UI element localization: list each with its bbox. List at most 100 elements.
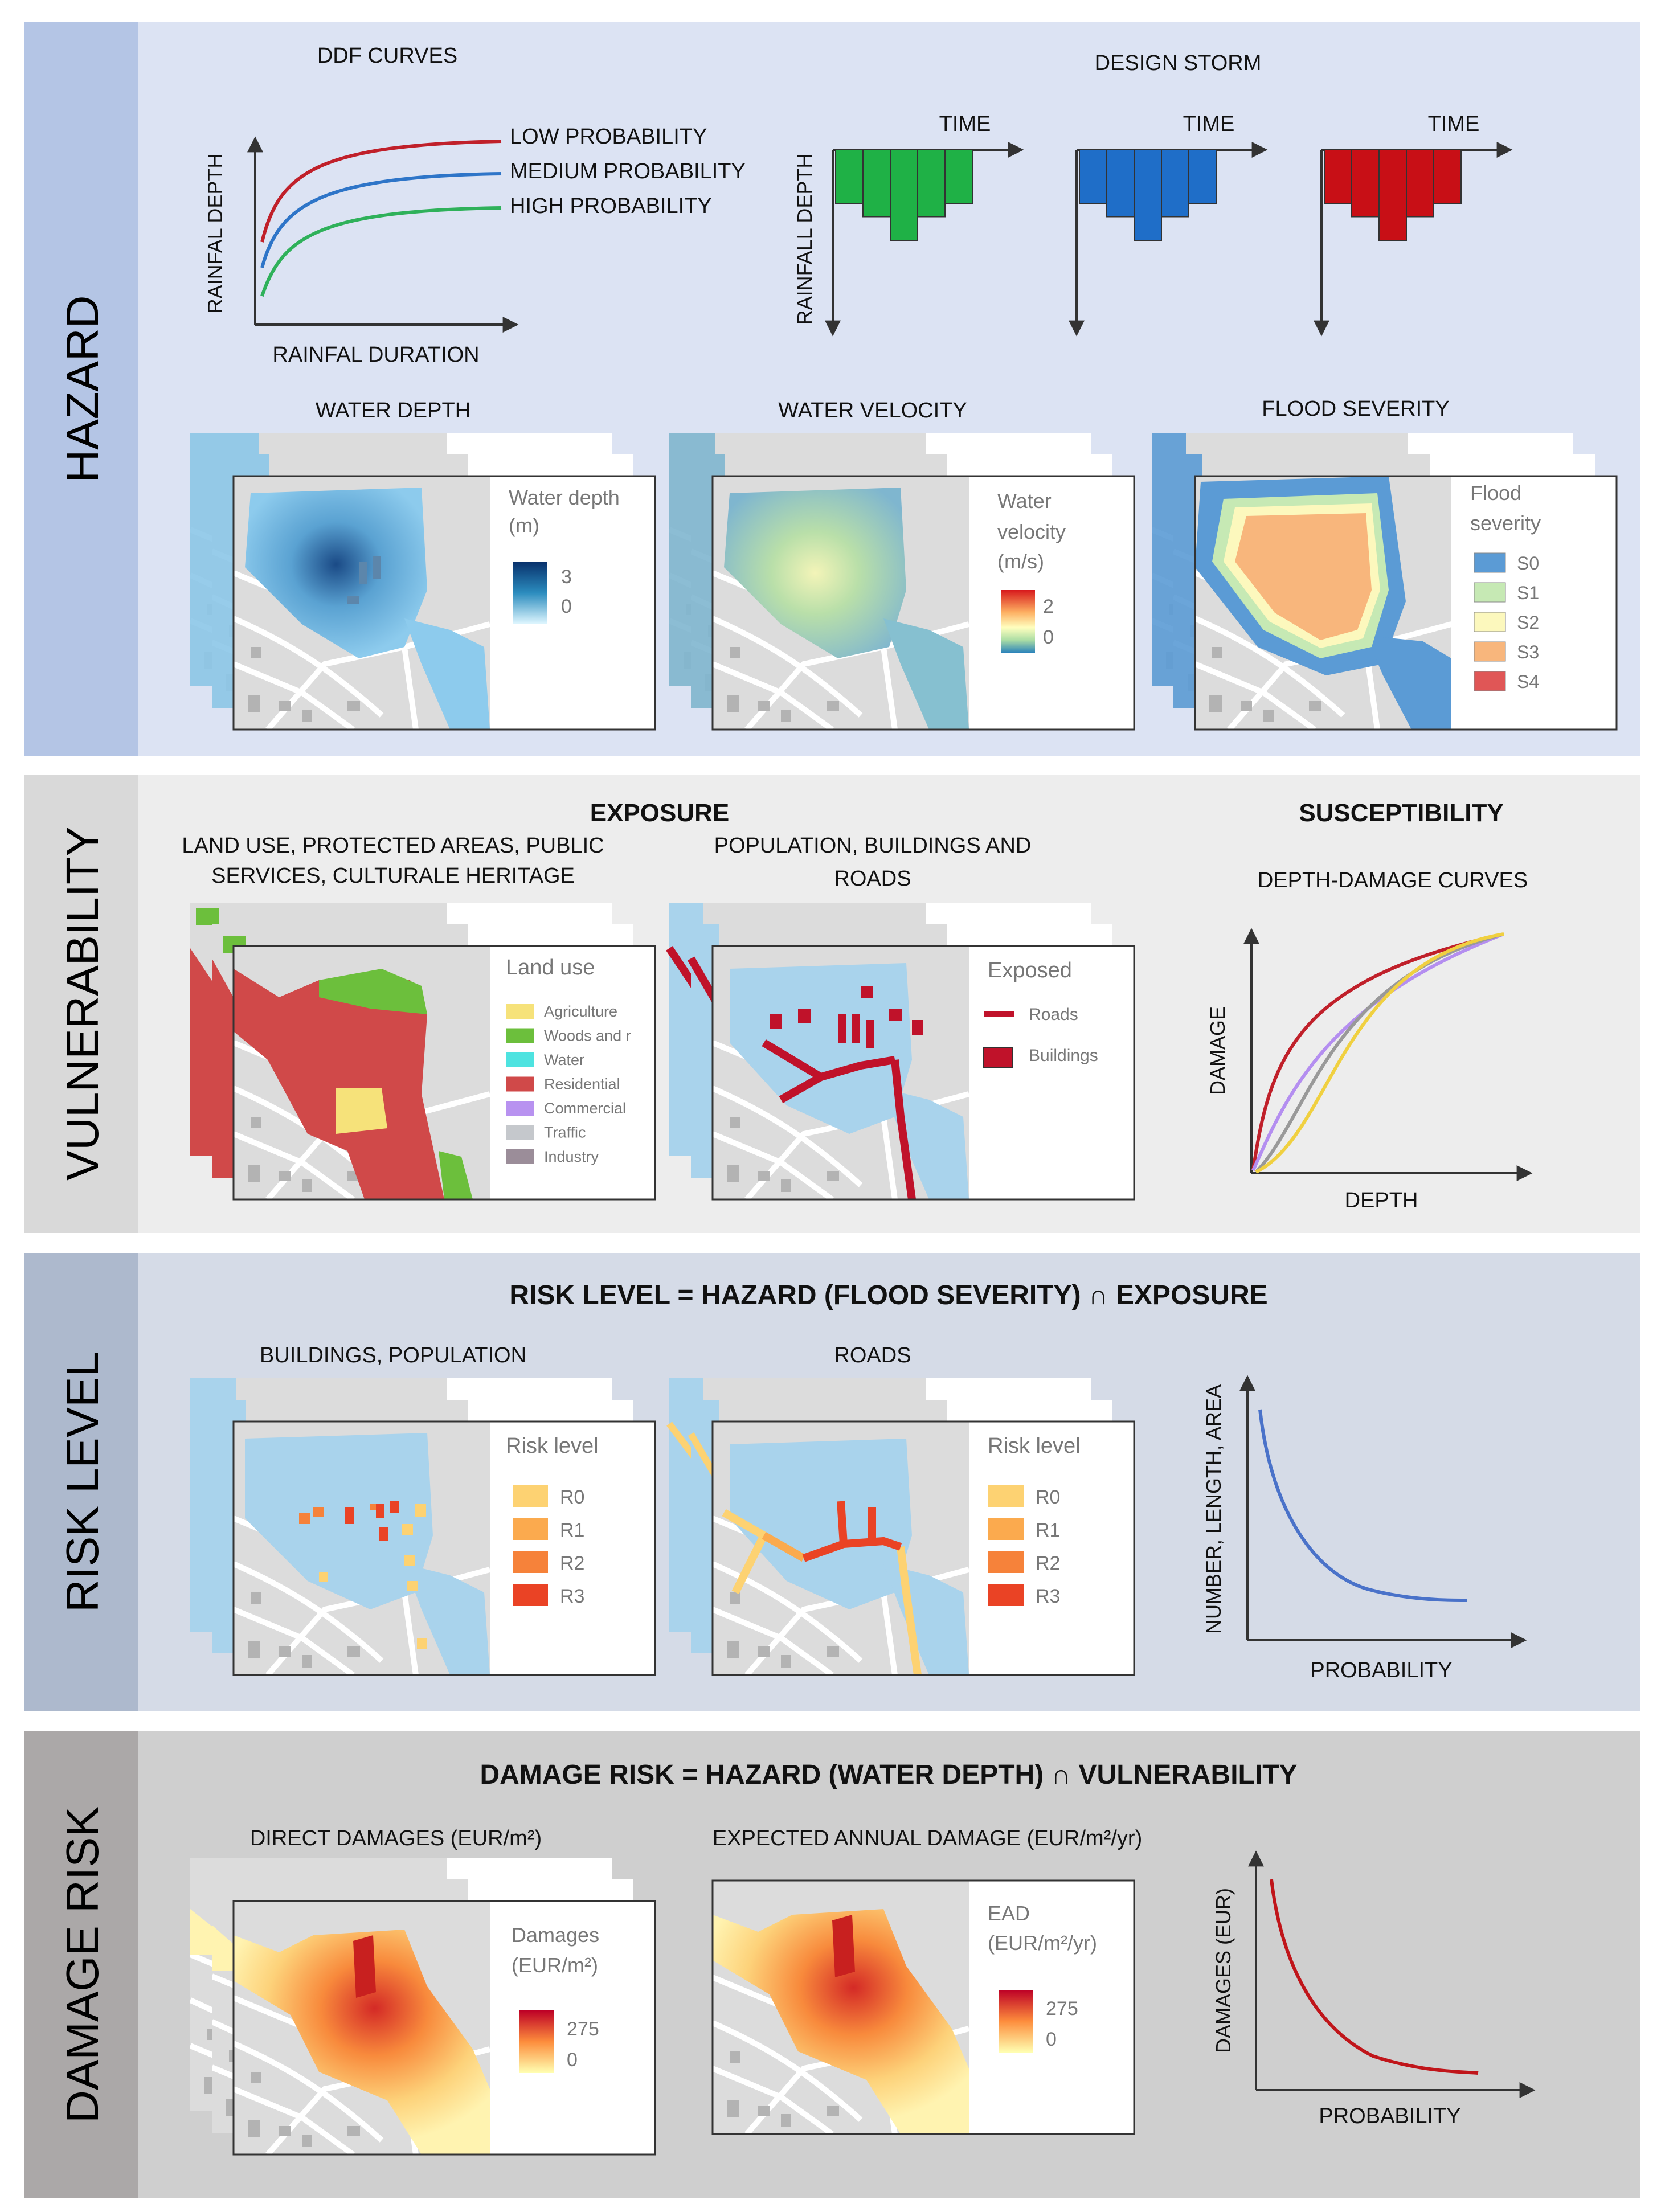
ddc-xlabel: DEPTH xyxy=(1345,1189,1418,1212)
ead-legend-title-2: (EUR/m²/yr) xyxy=(988,1931,1097,1955)
storm-2-bar xyxy=(1188,149,1217,204)
risk-map-roads-title: ROADS xyxy=(834,1343,911,1367)
flood-severity-title: FLOOD SEVERITY xyxy=(1262,397,1449,421)
damage-title: DAMAGE RISK = HAZARD (WATER DEPTH) ∩ VUL… xyxy=(480,1760,1297,1790)
roads-legend-label: Roads xyxy=(1029,1005,1078,1024)
storm-3-bar xyxy=(1351,149,1380,218)
storm-1-bar xyxy=(835,149,864,204)
storm-3-bar xyxy=(1433,149,1462,204)
severity-label-s3: S3 xyxy=(1517,642,1539,662)
storm-3-time-label: TIME xyxy=(1428,112,1480,136)
direct-damages-colorbar xyxy=(519,2010,554,2073)
severity-swatch-s0 xyxy=(1474,552,1506,573)
ddf-chart: DDF CURVES RAINFAL DEPTH RAINFAL DURATIO… xyxy=(203,44,746,367)
ddf-curve-high xyxy=(260,206,502,297)
severity-label-s1: S1 xyxy=(1517,583,1539,603)
exposed-map: Exposed Roads Buildings xyxy=(666,903,1134,1199)
severity-label-s4: S4 xyxy=(1517,671,1539,692)
storm-1-bar xyxy=(917,149,946,218)
flood-severity-map: Flood severity S0 S1 S2 S3 S4 xyxy=(1152,433,1617,730)
landuse-swatch xyxy=(506,1028,534,1043)
ddf-label-medium: MEDIUM PROBABILITY xyxy=(510,159,746,183)
landuse-swatch xyxy=(506,1076,534,1092)
storm-2-bar xyxy=(1134,149,1162,241)
risk-swatch-r2 xyxy=(988,1551,1024,1573)
risk-title: RISK LEVEL = HAZARD (FLOOD SEVERITY) ∩ E… xyxy=(509,1280,1267,1310)
ddf-label-low: LOW PROBABILITY xyxy=(510,125,707,149)
water-depth-min: 0 xyxy=(561,596,572,617)
ddc-title: DEPTH-DAMAGE CURVES xyxy=(1258,869,1528,892)
water-depth-max: 3 xyxy=(561,566,572,588)
risk-roads-legend-title: Risk level xyxy=(988,1434,1081,1458)
water-depth-title: WATER DEPTH xyxy=(316,399,470,423)
risk-label-r3: R3 xyxy=(1036,1586,1060,1607)
landuse-legend-label: Agriculture xyxy=(544,1003,617,1020)
landuse-legend-label: Residential xyxy=(544,1076,620,1093)
water-velocity-legend-title-2: velocity xyxy=(997,520,1066,543)
landuse-legend-title: Land use xyxy=(506,956,595,980)
risk-curve-xlabel: PROBABILITY xyxy=(1310,1658,1452,1682)
risk-label-r2: R2 xyxy=(1036,1553,1060,1574)
susceptibility-title: SUSCEPTIBILITY xyxy=(1299,799,1503,827)
water-velocity-title: WATER VELOCITY xyxy=(778,399,967,423)
landuse-legend-label: Traffic xyxy=(544,1124,586,1141)
landuse-swatch xyxy=(506,1052,534,1067)
risk-label-r0: R0 xyxy=(1036,1486,1060,1508)
risk-swatch-r1 xyxy=(513,1518,548,1540)
risk-side-band xyxy=(24,1253,138,1711)
storm-3-bar xyxy=(1378,149,1407,241)
vulnerability-side-band xyxy=(24,775,138,1233)
risk-label-r1: R1 xyxy=(1036,1519,1060,1541)
risk-swatch-r3 xyxy=(513,1584,548,1606)
vulnerability-label: VULNERABILITY xyxy=(57,826,108,1181)
storm-2-time-label: TIME xyxy=(1183,112,1235,136)
depth-damage-chart: DEPTH-DAMAGE CURVES DAMAGE DEPTH xyxy=(1206,869,1533,1212)
ddf-curve-medium xyxy=(260,172,502,268)
storm-3-bar xyxy=(1324,149,1352,204)
direct-damages-legend-title-2: (EUR/m²) xyxy=(512,1953,598,1977)
water-velocity-min: 0 xyxy=(1043,626,1054,648)
severity-swatch-s4 xyxy=(1474,671,1506,691)
landuse-title-1: LAND USE, PROTECTED AREAS, PUBLIC xyxy=(182,834,604,858)
severity-label-s0: S0 xyxy=(1517,553,1539,574)
flood-severity-legend-title-2: severity xyxy=(1470,511,1541,535)
ead-colorbar xyxy=(999,1990,1033,2053)
landuse-legend-label: Industry xyxy=(544,1148,599,1165)
storm-ylabel: RAINFALL DEPTH xyxy=(793,154,816,325)
direct-damages-map: Damages (EUR/m²) 275 0 xyxy=(190,1858,655,2154)
water-depth-legend-title-2: (m) xyxy=(509,514,539,537)
risk-swatch-r2 xyxy=(513,1551,548,1573)
risk-swatch-r0 xyxy=(988,1485,1024,1507)
design-storm: DESIGN STORM RAINFALL DEPTH TIME TIME TIME xyxy=(793,51,1513,337)
water-depth-legend-title-1: Water depth xyxy=(509,486,620,509)
landuse-legend-label: Water xyxy=(544,1051,584,1068)
water-velocity-legend-title-1: Water xyxy=(997,489,1052,513)
population-title-1: POPULATION, BUILDINGS AND xyxy=(714,834,1032,858)
buildings-legend-label: Buildings xyxy=(1029,1046,1098,1065)
ddf-ylabel: RAINFAL DEPTH xyxy=(203,154,227,314)
risk-map-buildings-title: BUILDINGS, POPULATION xyxy=(260,1343,526,1367)
risk-curve xyxy=(1258,1409,1467,1603)
severity-swatch-s1 xyxy=(1474,582,1506,603)
ddf-label-high: HIGH PROBABILITY xyxy=(510,194,712,218)
storm-2: TIME xyxy=(1069,112,1268,337)
risk-label-r0: R0 xyxy=(560,1486,584,1508)
water-velocity-colorbar xyxy=(1001,590,1035,653)
landuse-swatch xyxy=(506,1004,534,1019)
risk-label-r3: R3 xyxy=(560,1586,584,1607)
ddc-curve-2 xyxy=(1251,932,1505,1171)
storm-3-bar xyxy=(1406,149,1434,218)
flood-severity-legend-title-1: Flood xyxy=(1470,481,1521,505)
water-depth-map: Water depth (m) 3 0 xyxy=(190,433,655,730)
risk-swatch-r0 xyxy=(513,1485,548,1507)
storm-1-bar xyxy=(890,149,918,241)
ead-max: 275 xyxy=(1046,1998,1078,2020)
damage-curve-ylabel: DAMAGES (EUR) xyxy=(1212,1888,1235,2053)
severity-swatch-s2 xyxy=(1474,612,1506,632)
ddf-title: DDF CURVES xyxy=(317,44,457,68)
storm-title: DESIGN STORM xyxy=(1095,51,1262,75)
direct-damages-min: 0 xyxy=(567,2049,578,2071)
ead-legend-title-1: EAD xyxy=(988,1902,1030,1925)
direct-damages-max: 275 xyxy=(567,2018,599,2040)
